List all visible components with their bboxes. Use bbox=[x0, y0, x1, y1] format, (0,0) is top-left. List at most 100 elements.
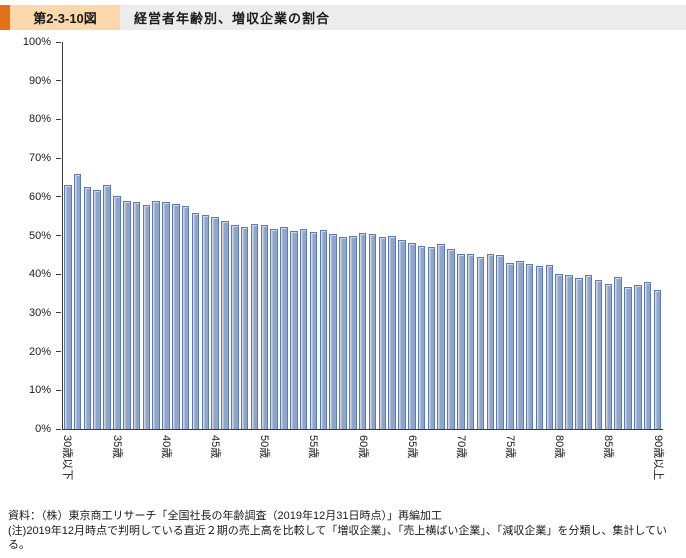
bar bbox=[535, 266, 544, 429]
y-axis-tick-label: 100% bbox=[22, 36, 51, 48]
plot-area: 0% 10% 20% 30% 40% 50% 60% 70% 80% 90% 100% 30歳以下 3… bbox=[23, 36, 664, 480]
x-axis-tick-label: 80歳 bbox=[553, 435, 566, 459]
bar bbox=[122, 200, 131, 429]
y-axis-tick-label: 0% bbox=[35, 423, 51, 435]
x-axis-tick-label: 45歳 bbox=[208, 435, 221, 459]
y-axis-tick bbox=[56, 273, 61, 275]
bar bbox=[486, 253, 495, 429]
bar bbox=[634, 285, 642, 429]
figure-footer: 資料：（株）東京商工リサーチ「全国社長の年齢調査（2019年12月31日時点）」… bbox=[8, 509, 680, 553]
bar bbox=[132, 201, 141, 429]
bar bbox=[64, 185, 72, 429]
bar bbox=[319, 230, 328, 429]
x-axis-tick-label: 70歳 bbox=[454, 435, 467, 459]
bars-container bbox=[64, 42, 662, 429]
bar bbox=[152, 200, 160, 429]
bar bbox=[260, 224, 269, 429]
bar bbox=[83, 187, 92, 429]
y-axis-tick bbox=[56, 235, 61, 236]
bar bbox=[437, 244, 445, 429]
bar bbox=[584, 275, 593, 429]
x-axis-tick-label: 65歳 bbox=[405, 435, 418, 459]
bar bbox=[93, 189, 102, 429]
bar bbox=[368, 234, 377, 429]
y-axis-tick bbox=[56, 196, 61, 198]
bar bbox=[653, 289, 662, 429]
bar bbox=[231, 225, 239, 429]
x-axis-tick-label: 90歳以上 bbox=[651, 435, 664, 481]
y-axis-tick-label: 30% bbox=[28, 306, 51, 319]
bar bbox=[476, 256, 485, 429]
bar bbox=[250, 223, 259, 429]
bar bbox=[614, 276, 622, 429]
x-axis-tick-label: 55歳 bbox=[307, 435, 320, 459]
bar bbox=[388, 236, 396, 429]
bar bbox=[417, 246, 426, 429]
x-axis-tick-label: 60歳 bbox=[356, 435, 369, 459]
y-axis-tick bbox=[56, 157, 61, 159]
bar bbox=[349, 235, 357, 429]
y-axis-tick bbox=[56, 118, 61, 120]
bar bbox=[142, 204, 151, 429]
bar bbox=[201, 214, 210, 429]
figure-title: 経営者年齢別、増収企業の割合 bbox=[134, 11, 331, 26]
bar bbox=[290, 231, 298, 429]
y-axis-tick-label: 50% bbox=[28, 229, 51, 242]
x-axis-tick-label: 85歳 bbox=[602, 435, 615, 459]
bar bbox=[624, 286, 632, 429]
bar bbox=[358, 232, 367, 429]
bar bbox=[378, 236, 387, 429]
bar bbox=[73, 173, 82, 429]
bar bbox=[339, 236, 347, 429]
bar bbox=[113, 196, 121, 429]
y-axis-tick-label: 70% bbox=[28, 152, 51, 165]
bar bbox=[181, 206, 190, 429]
y-axis-tick-label: 10% bbox=[28, 384, 51, 397]
bar bbox=[447, 248, 455, 429]
y-axis-tick bbox=[56, 351, 61, 353]
bar bbox=[221, 221, 229, 429]
y-axis-tick-label: 90% bbox=[28, 74, 51, 87]
bar bbox=[299, 229, 308, 429]
bar bbox=[103, 185, 111, 429]
bar bbox=[496, 255, 504, 429]
bar bbox=[604, 283, 613, 429]
bar bbox=[240, 227, 249, 429]
bar bbox=[466, 254, 475, 429]
bar bbox=[575, 278, 583, 429]
bar bbox=[594, 280, 603, 429]
bar bbox=[555, 273, 563, 429]
x-axis-tick-label: 50歳 bbox=[258, 435, 271, 459]
y-axis-tick-label: 60% bbox=[28, 190, 51, 203]
y-axis-tick bbox=[56, 428, 61, 430]
bar bbox=[162, 201, 170, 429]
bar bbox=[270, 228, 278, 429]
y-axis-tick-label: 40% bbox=[28, 268, 51, 281]
y-axis-tick-label: 20% bbox=[28, 345, 51, 358]
bar bbox=[516, 260, 524, 429]
bar bbox=[506, 262, 514, 429]
x-axis-tick-label: 75歳 bbox=[504, 435, 517, 459]
x-axis-tick-label: 30歳以下 bbox=[61, 435, 74, 481]
y-axis-tick-label: 80% bbox=[28, 113, 51, 126]
header-accent-bar bbox=[0, 5, 10, 30]
figure-title-strip: 経営者年齢別、増収企業の割合 bbox=[120, 5, 686, 30]
figure-number-badge: 第2-3-10図 bbox=[10, 5, 120, 30]
x-axis-tick-label: 35歳 bbox=[110, 435, 123, 459]
y-axis-tick bbox=[56, 80, 61, 82]
bar bbox=[211, 216, 219, 429]
bar bbox=[191, 212, 200, 429]
bar bbox=[643, 282, 652, 429]
source-note: 資料：（株）東京商工リサーチ「全国社長の年齢調査（2019年12月31日時点）」… bbox=[8, 510, 442, 522]
bar bbox=[545, 264, 554, 429]
bar bbox=[280, 227, 288, 429]
y-axis-tick bbox=[56, 41, 61, 43]
bar bbox=[398, 240, 406, 429]
bar-chart: 0% 10% 20% 30% 40% 50% 60% 70% 80% 90% 100% 30歳以下 3… bbox=[23, 36, 664, 480]
y-axis-tick bbox=[56, 389, 61, 391]
figure-header: 第2-3-10図 経営者年齢別、増収企業の割合 bbox=[0, 5, 686, 30]
bar bbox=[172, 203, 180, 429]
method-note: (注)2019年12月時点で判明している直近２期の売上高を比較して「増収企業」、… bbox=[8, 524, 668, 552]
bar bbox=[329, 233, 337, 429]
